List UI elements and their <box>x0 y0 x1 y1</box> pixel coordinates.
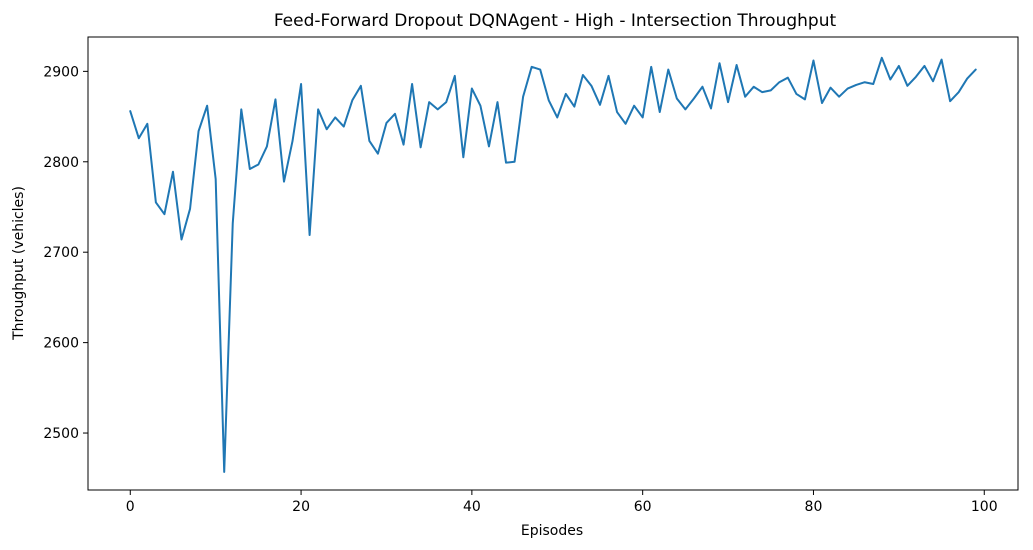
y-tick-label: 2800 <box>43 155 79 171</box>
series-line <box>129 56 977 473</box>
axes-frame <box>87 36 1019 491</box>
y-axis-label: Throughput (vehicles) <box>11 186 27 341</box>
y-tick-label: 2900 <box>43 64 79 80</box>
y-tick-label: 2500 <box>43 426 79 442</box>
y-tick-label: 2600 <box>43 336 79 352</box>
y-axis-ticks: 2500 2600 2700 2800 2900 <box>43 64 88 442</box>
x-tick-label: 20 <box>292 499 310 515</box>
x-axis-label: Episodes <box>521 523 583 539</box>
y-tick-label: 2700 <box>43 245 79 261</box>
x-tick-label: 100 <box>971 499 998 515</box>
x-axis-ticks: 0 20 40 60 80 100 <box>126 490 998 515</box>
x-tick-label: 40 <box>463 499 481 515</box>
x-tick-label: 80 <box>805 499 823 515</box>
x-tick-label: 0 <box>126 499 135 515</box>
x-tick-label: 60 <box>634 499 652 515</box>
chart-title: Feed-Forward Dropout DQNAgent - High - I… <box>274 11 837 31</box>
